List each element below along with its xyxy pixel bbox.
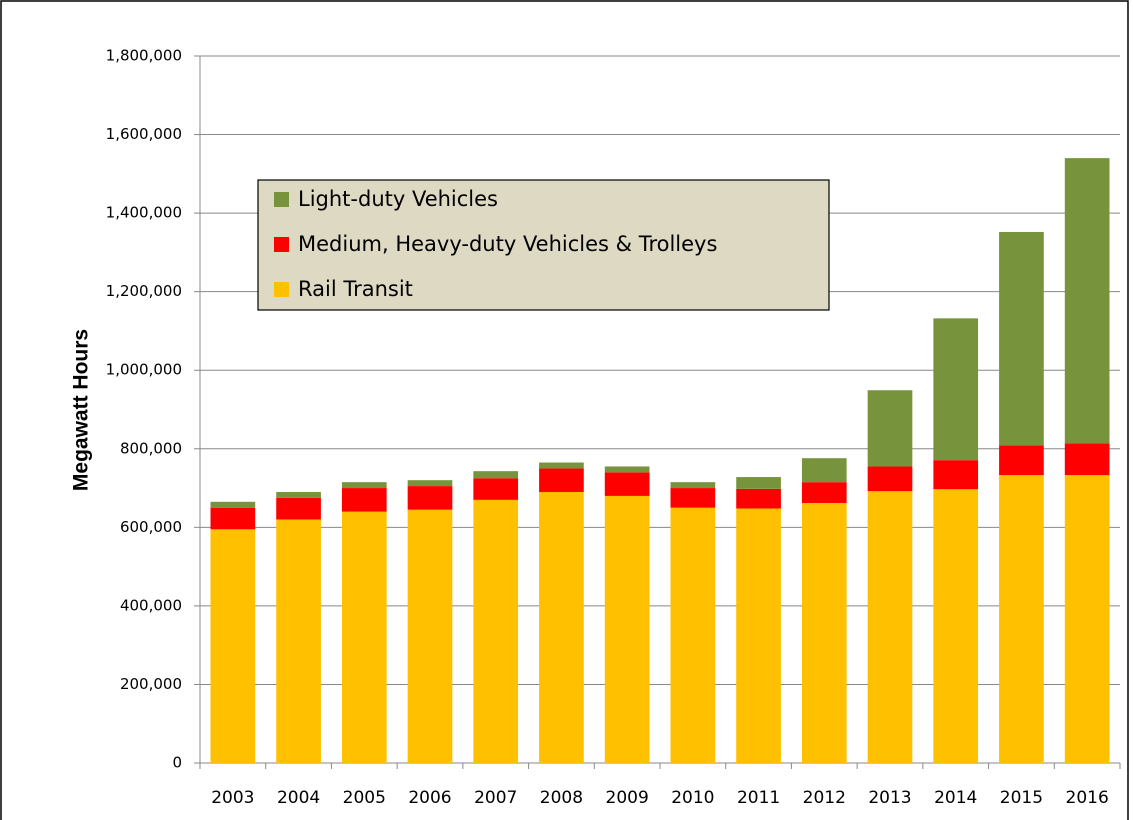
bar-segment [801, 502, 847, 763]
y-tick-label: 200,000 [120, 675, 182, 693]
bar-segment [276, 491, 321, 498]
bar-segment [210, 507, 256, 530]
bar-segment [736, 508, 781, 763]
bar-segment [933, 318, 979, 461]
x-tick-label: 2008 [540, 788, 583, 808]
bar-segment [867, 390, 913, 467]
bar-segment [999, 445, 1044, 476]
y-tick-label: 400,000 [120, 596, 182, 614]
x-tick-label: 2005 [343, 788, 386, 808]
x-tick-label: 2004 [277, 788, 320, 808]
bar-segment [933, 489, 979, 763]
bar-segment [933, 460, 979, 490]
bar-segment [341, 488, 387, 512]
x-tick-label: 2011 [737, 788, 780, 808]
y-tick-label: 600,000 [120, 518, 182, 536]
y-tick-label: 1,000,000 [106, 361, 182, 379]
x-tick-label: 2012 [803, 788, 846, 808]
bar-segment [539, 491, 584, 763]
bar-segment [539, 462, 584, 469]
bar-segment [341, 482, 387, 489]
bar-segment [801, 482, 847, 503]
x-tick-label: 2006 [408, 788, 451, 808]
bar-segment [604, 495, 650, 763]
bar-segment [999, 231, 1044, 446]
y-tick-label: 1,600,000 [106, 125, 182, 143]
legend-swatch [274, 282, 289, 297]
bar-segment [473, 478, 519, 500]
bar-segment [276, 497, 321, 520]
x-tick-label: 2003 [211, 788, 254, 808]
bar-segment [867, 491, 913, 763]
bar-segment [473, 471, 519, 479]
x-tick-label: 2010 [671, 788, 714, 808]
bar-segment [341, 511, 387, 763]
bar-segment [210, 529, 256, 763]
bar-segment [604, 466, 650, 473]
bar-segment [670, 482, 716, 489]
legend-label: Medium, Heavy-duty Vehicles & Trolleys [298, 232, 717, 256]
legend-swatch [274, 192, 289, 207]
x-tick-label: 2014 [934, 788, 977, 808]
bar-segment [276, 519, 321, 763]
y-tick-label: 1,400,000 [106, 204, 182, 222]
bar-segment [407, 486, 453, 510]
x-tick-label: 2009 [606, 788, 649, 808]
bar-segment [210, 501, 256, 508]
y-tick-label: 0 [172, 754, 182, 772]
legend-box [257, 179, 830, 311]
bar-segment [670, 507, 716, 763]
bar-segment [604, 472, 650, 496]
y-tick-label: 1,800,000 [106, 47, 182, 65]
bar-segment [1064, 443, 1110, 476]
y-tick-label: 1,200,000 [106, 282, 182, 300]
bar-segment [801, 458, 847, 483]
legend-swatch [274, 237, 289, 252]
legend-label: Rail Transit [298, 277, 413, 301]
bar-segment [670, 488, 716, 508]
bar-segment [473, 499, 519, 763]
y-axis-label: Megawatt Hours [70, 329, 93, 491]
y-tick-label: 800,000 [120, 439, 182, 457]
bar-segment [867, 466, 913, 492]
x-tick-label: 2016 [1066, 788, 1109, 808]
bar-segment [736, 477, 781, 489]
x-tick-label: 2013 [868, 788, 911, 808]
x-tick-label: 2007 [474, 788, 517, 808]
bar-segment [999, 475, 1044, 763]
bar-segment [407, 509, 453, 763]
bar-segment [1064, 475, 1110, 763]
x-tick-label: 2015 [1000, 788, 1043, 808]
bar-segment [539, 468, 584, 492]
bar-segment [1064, 158, 1110, 444]
legend-label: Light-duty Vehicles [298, 187, 498, 211]
bar-segment [736, 488, 781, 509]
bar-segment [407, 480, 453, 487]
